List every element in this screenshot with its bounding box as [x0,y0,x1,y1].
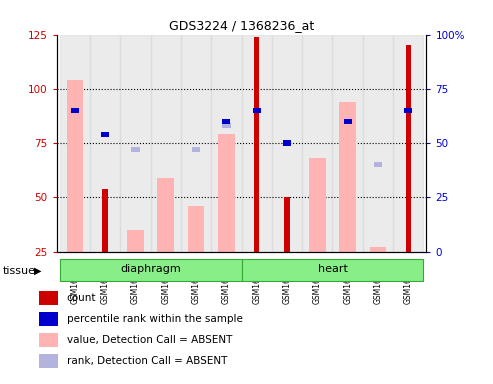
Bar [101,132,109,137]
Bar [284,197,290,252]
Bar [90,35,120,252]
Bar [131,147,140,152]
Bar [272,35,302,252]
Bar [253,108,261,113]
Text: count: count [67,293,96,303]
Bar [242,35,272,252]
Bar [127,230,144,252]
Bar [393,35,423,252]
Bar [242,258,423,281]
Bar [192,147,200,152]
Bar [71,108,79,113]
Text: value, Detection Call = ABSENT: value, Detection Call = ABSENT [67,335,232,345]
Bar [374,162,382,167]
Bar [218,134,235,252]
Bar [302,35,332,252]
Bar [60,35,90,252]
Bar [406,45,411,252]
Bar [404,108,412,113]
Bar [157,178,174,252]
Bar [181,35,211,252]
Title: GDS3224 / 1368236_at: GDS3224 / 1368236_at [169,19,314,32]
Bar [309,158,326,252]
Text: heart: heart [317,264,348,274]
Bar [120,35,151,252]
Text: diaphragm: diaphragm [120,264,181,274]
Bar [103,189,108,252]
Bar [222,119,230,124]
Text: rank, Detection Call = ABSENT: rank, Detection Call = ABSENT [67,356,227,366]
Bar [344,119,352,124]
Text: ▶: ▶ [34,266,41,276]
Bar [60,258,242,281]
Bar [363,35,393,252]
Text: percentile rank within the sample: percentile rank within the sample [67,314,243,324]
Bar [188,206,205,252]
Bar [211,35,242,252]
Bar [151,35,181,252]
Bar [222,123,231,128]
Bar [67,80,83,252]
Bar [254,37,259,252]
Bar [339,102,356,252]
Bar [332,35,363,252]
Text: tissue: tissue [2,266,35,276]
Bar [370,247,387,252]
Bar [283,140,291,146]
